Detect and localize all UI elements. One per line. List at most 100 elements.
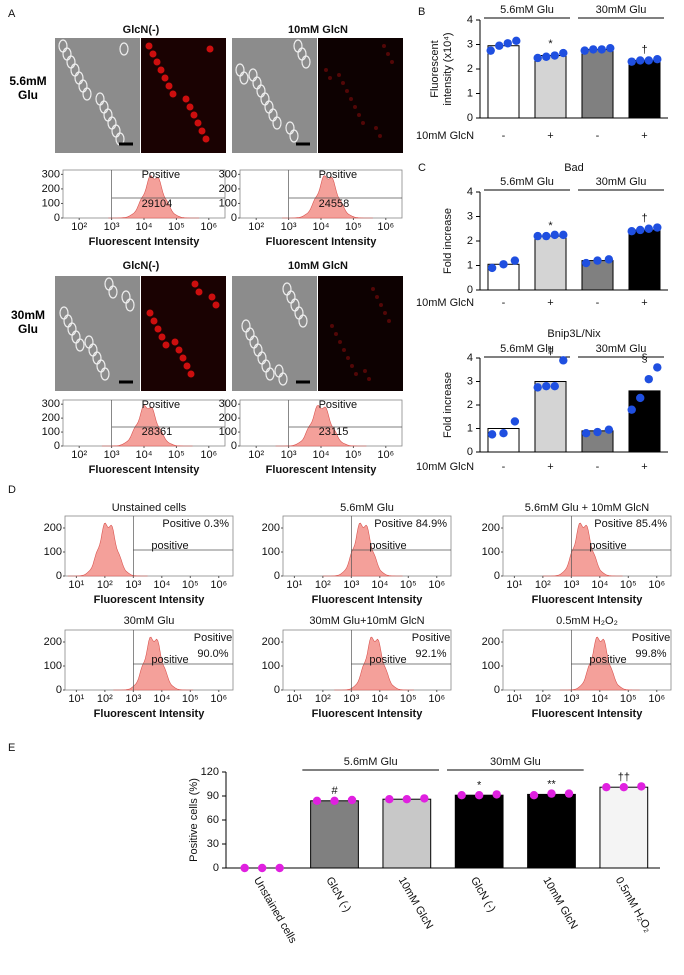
cell-signal xyxy=(195,288,203,296)
histogram xyxy=(559,636,640,691)
x-tick-label: 10⁴ xyxy=(153,579,170,591)
cell-signal xyxy=(146,309,154,317)
fluorescence-image xyxy=(318,276,403,391)
x-tick-label: 10⁵ xyxy=(182,579,199,591)
positive-percent: 84.9% xyxy=(416,518,447,530)
y-tick-label: 4 xyxy=(467,352,473,364)
gate-label: positive xyxy=(369,654,406,666)
cell-signal xyxy=(387,319,391,323)
bar xyxy=(534,55,567,119)
x-tick-label: 10⁶ xyxy=(377,449,394,461)
cell-signal xyxy=(350,364,354,368)
y-tick-label: 100 xyxy=(44,546,62,558)
y-tick-label: 120 xyxy=(201,766,219,778)
x-tick-label: 10⁶ xyxy=(210,693,227,705)
y-axis-label: intensity (x10⁴) xyxy=(442,32,454,105)
cell-signal xyxy=(361,121,365,125)
cell-signal xyxy=(206,45,214,53)
y-tick-label: 300 xyxy=(219,168,237,180)
x-tick-label: 10³ xyxy=(281,221,297,233)
cell-signal xyxy=(330,324,334,328)
histogram xyxy=(282,175,373,219)
x-tick-label: 10² xyxy=(71,449,87,461)
bar xyxy=(534,235,567,291)
cell xyxy=(301,55,311,69)
gate-label: Positive xyxy=(319,399,358,411)
data-point xyxy=(240,863,249,873)
x-tick-label: 10⁵ xyxy=(182,693,199,705)
data-point xyxy=(637,782,646,791)
data-point xyxy=(457,791,466,800)
significance-marker: †† xyxy=(618,771,630,783)
cell-signal xyxy=(367,377,371,381)
x-tick-label: 10⁴ xyxy=(153,693,170,705)
cell-signal xyxy=(212,301,220,309)
cell-signal xyxy=(158,333,166,341)
x-tick-label: 10⁵ xyxy=(620,579,637,591)
axis-title: Fluorescent Intensity xyxy=(89,464,201,476)
y-tick-label: 100 xyxy=(262,546,280,558)
y-tick-label: 200 xyxy=(262,522,280,534)
data-point xyxy=(580,46,589,55)
data-point xyxy=(492,790,501,799)
data-point xyxy=(644,56,653,65)
cell-signal xyxy=(386,52,390,56)
x-tick-label: + xyxy=(641,297,647,309)
y-tick-label: 100 xyxy=(219,426,237,438)
row-label: 10mM GlcN xyxy=(416,130,474,142)
axis-title: Fluorescent Intensity xyxy=(312,708,424,720)
y-tick-label: 200 xyxy=(44,636,62,648)
gate-label: positive xyxy=(151,540,188,552)
data-point xyxy=(604,255,614,264)
y-tick-label: 1 xyxy=(467,259,473,271)
x-tick-label: 10⁴ xyxy=(313,449,330,461)
axis-title: Fluorescent Intensity xyxy=(94,594,206,606)
y-tick-label: 3 xyxy=(467,210,473,222)
y-tick-label: 100 xyxy=(44,660,62,672)
cell-signal xyxy=(145,42,153,50)
cell-signal xyxy=(337,73,341,77)
significance-marker: ** xyxy=(547,779,556,791)
data-point xyxy=(636,393,645,403)
x-tick-label: 10⁶ xyxy=(210,579,227,591)
data-point xyxy=(581,258,591,268)
bar xyxy=(310,800,359,869)
y-axis-label: Fluorescent xyxy=(429,40,441,97)
cell xyxy=(265,367,275,381)
cell xyxy=(75,338,85,352)
y-tick-label: 100 xyxy=(42,426,60,438)
cell-signal xyxy=(382,44,386,48)
positive-percent: 92.1% xyxy=(415,648,446,660)
positive-percent: 0.3% xyxy=(204,518,229,530)
row-label: 10mM GlcN xyxy=(416,297,474,309)
group-label: 5.6mM Glu xyxy=(500,176,554,188)
x-tick-label: 10¹ xyxy=(506,693,522,705)
y-tick-label: 200 xyxy=(482,522,500,534)
x-tick-label: 10³ xyxy=(343,693,359,705)
gate-label: positive xyxy=(369,540,406,552)
cell-signal xyxy=(182,95,190,103)
data-point xyxy=(644,224,653,233)
data-point xyxy=(559,230,568,240)
x-tick-label: 10³ xyxy=(125,579,141,591)
y-axis-label: Fold increase xyxy=(442,208,454,274)
group-label: 5.6mM Glu xyxy=(344,756,398,768)
panel-letter: E xyxy=(8,742,15,754)
significance-marker: * xyxy=(548,38,553,50)
data-point xyxy=(559,48,568,58)
axis-title: Fluorescent Intensity xyxy=(532,708,644,720)
histogram-title: 30mM Glu xyxy=(124,615,175,627)
data-point xyxy=(533,53,542,63)
count-label: 28361 xyxy=(142,426,173,438)
histogram-title: 5.6mM Glu xyxy=(340,502,394,514)
x-tick-label: 10¹ xyxy=(506,579,522,591)
cell-signal xyxy=(345,89,349,93)
positive-word: Positive xyxy=(194,632,233,644)
fluorescence-image xyxy=(141,38,226,153)
x-tick-label: + xyxy=(547,130,553,142)
cell-signal xyxy=(208,293,216,301)
fluorescence-image xyxy=(318,38,403,153)
cell-signal xyxy=(186,103,194,111)
data-point xyxy=(542,382,551,391)
